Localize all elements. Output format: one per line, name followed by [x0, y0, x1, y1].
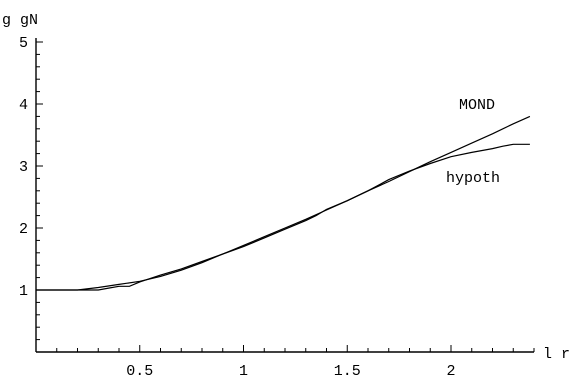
y-tick-label: 5: [19, 35, 28, 52]
y-tick-label: 1: [19, 283, 28, 300]
labels: g gN l r MOND hypoth: [2, 12, 569, 363]
series-label-mond: MOND: [459, 97, 495, 114]
x-tick-label: 0.5: [126, 363, 153, 380]
curves: [36, 115, 531, 291]
y-tick-label: 2: [19, 221, 28, 238]
series-line-hypoth: [36, 143, 530, 291]
series-label-hypoth: hypoth: [446, 170, 500, 187]
y-tick-label: 3: [19, 159, 28, 176]
y-tick-label: 4: [19, 97, 28, 114]
axes: [35, 38, 534, 353]
x-tick-label: 2: [446, 363, 455, 380]
x-tick-label: 1.5: [334, 363, 361, 380]
x-axis-label: l r: [543, 346, 569, 363]
x-tick-label: 1: [239, 363, 248, 380]
y-axis-label: g gN: [2, 12, 38, 29]
series-line-mond: [36, 115, 531, 291]
ticks: 0.5 1 1.5 2 1 2 3 4 5: [19, 35, 535, 380]
